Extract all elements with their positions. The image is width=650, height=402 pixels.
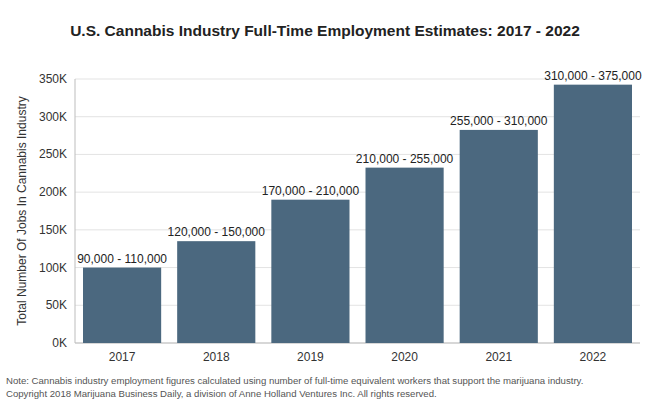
- data-label: 210,000 - 255,000: [356, 152, 454, 166]
- y-tick-label: 100K: [39, 261, 67, 275]
- y-tick-label: 300K: [39, 110, 67, 124]
- y-axis: [75, 79, 76, 343]
- chart: U.S. Cannabis Industry Full-Time Employm…: [0, 0, 650, 402]
- y-tick-label: 200K: [39, 185, 67, 199]
- bar: [177, 241, 255, 343]
- grid: [75, 79, 640, 343]
- x-tick-label: 2017: [109, 350, 136, 364]
- y-tick-label: 250K: [39, 147, 67, 161]
- data-label: 170,000 - 210,000: [262, 184, 360, 198]
- x-tick-label: 2018: [203, 350, 230, 364]
- title: U.S. Cannabis Industry Full-Time Employm…: [70, 22, 580, 39]
- bars: [83, 85, 632, 343]
- bar: [554, 85, 632, 343]
- y-tick-label: 350K: [39, 72, 67, 86]
- bar: [271, 200, 349, 343]
- labels: 90,000 - 110,000120,000 - 150,000 170,000…: [77, 69, 642, 266]
- data-label: 310,000 - 375,000: [544, 69, 642, 83]
- note: Copyright 2018 Marijuana Business Daily,…: [6, 388, 437, 399]
- note: Note: Cannabis industry employment figur…: [6, 375, 583, 386]
- x-tick-label: 2022: [580, 350, 607, 364]
- bar: [460, 130, 538, 343]
- y-tick-label: 50K: [46, 298, 67, 312]
- data-label: 255,000 - 310,000: [450, 114, 548, 128]
- x-tick-label: 2020: [391, 350, 418, 364]
- bar: [83, 268, 161, 343]
- y-tick-label: 0K: [52, 336, 67, 350]
- x-tick-label: 2019: [297, 350, 324, 364]
- y-axis-label: Total Number Of Jobs In Cannabis Industr…: [15, 96, 29, 325]
- data-label: 90,000 - 110,000: [77, 252, 167, 266]
- y-tick-label: 150K: [39, 223, 67, 237]
- data-label: 120,000 - 150,000: [168, 225, 266, 239]
- bar: [366, 168, 444, 343]
- x-tick-label: 2021: [485, 350, 512, 364]
